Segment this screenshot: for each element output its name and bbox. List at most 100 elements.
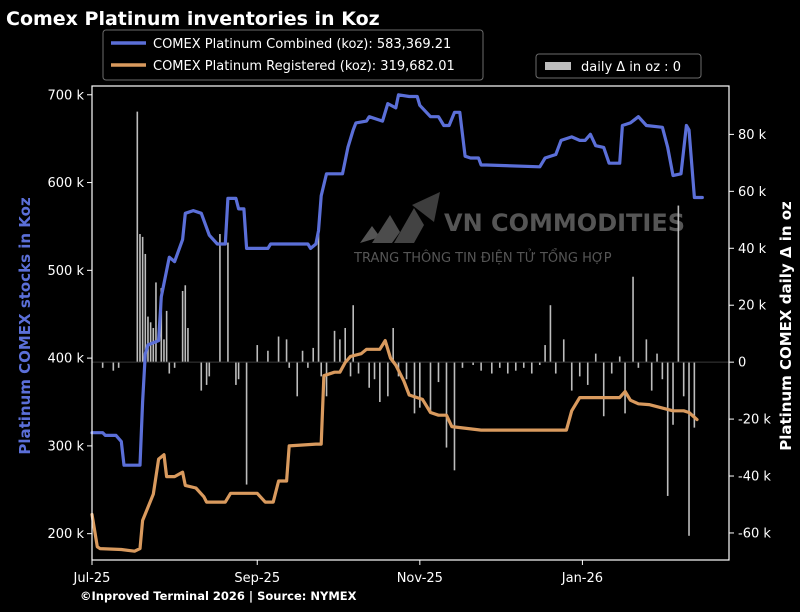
- right-axis: 80 k 60 k 40 k 20 k 0 -20 k -40 k -60 k: [729, 128, 771, 541]
- daily-delta-bar: [112, 362, 115, 371]
- x-tick-label: Sep-25: [234, 571, 280, 586]
- left-tick-label: 600 k: [48, 176, 85, 191]
- combined-series-line: [90, 93, 704, 467]
- daily-delta-bar: [379, 362, 381, 402]
- daily-delta-bar: [570, 362, 573, 391]
- daily-delta-bar: [187, 327, 189, 363]
- daily-delta-bar: [165, 310, 168, 363]
- daily-delta-bars: [101, 111, 696, 536]
- daily-delta-bar: [344, 327, 347, 363]
- daily-delta-bar: [632, 276, 634, 363]
- y-axis-left-label: Platinum COMEX stocks in Koz: [16, 197, 34, 455]
- daily-delta-bar: [205, 362, 208, 385]
- daily-delta-bar: [544, 345, 546, 363]
- daily-delta-bar: [387, 362, 389, 397]
- daily-delta-bar: [672, 362, 674, 425]
- daily-delta-bar: [429, 362, 432, 414]
- right-tick-label: 0: [738, 356, 746, 371]
- daily-delta-bar: [245, 362, 248, 485]
- registered-series-line: [90, 339, 699, 553]
- daily-delta-bar: [181, 290, 184, 363]
- daily-delta-bar: [173, 362, 176, 368]
- daily-delta-bar: [666, 362, 669, 496]
- daily-delta-bar: [307, 362, 309, 368]
- left-tick-label: 700 k: [48, 88, 85, 103]
- daily-delta-bar: [688, 362, 690, 536]
- daily-delta-bar: [136, 111, 139, 363]
- right-tick-label: 20 k: [738, 299, 767, 314]
- daily-delta-bar: [618, 356, 621, 363]
- daily-delta-bar: [602, 362, 605, 417]
- daily-delta-bar: [661, 362, 664, 380]
- daily-delta-bar: [144, 253, 147, 363]
- x-tick-label: Jul-25: [73, 571, 111, 586]
- daily-delta-bar: [101, 362, 104, 368]
- daily-delta-bar: [352, 305, 354, 363]
- legend-daily: daily Δ in oz : 0: [535, 53, 702, 79]
- daily-delta-bar: [637, 362, 640, 368]
- legend-label-daily: daily Δ in oz : 0: [581, 60, 681, 75]
- daily-delta-bar: [320, 362, 323, 377]
- daily-delta-bar: [208, 362, 211, 377]
- right-tick-label: -20 k: [738, 413, 771, 428]
- daily-delta-bar: [357, 362, 360, 374]
- daily-delta-bar: [152, 327, 155, 363]
- daily-delta-bar: [373, 362, 376, 380]
- legend-swatch-daily: [545, 62, 571, 70]
- legend: COMEX Platinum Combined (koz): 583,369.2…: [102, 29, 484, 81]
- legend-label-registered: COMEX Platinum Registered (koz): 319,682…: [153, 59, 455, 74]
- x-axis: Jul-25 Sep-25 Nov-25 Jan-26: [73, 560, 603, 586]
- daily-delta-bar: [296, 362, 299, 397]
- daily-delta-bar: [586, 362, 589, 385]
- watermark: VN COMMODITIES TRANG THÔNG TIN ĐIỆN TỬ T…: [353, 192, 685, 266]
- daily-delta-bar: [219, 234, 221, 363]
- chart-title: Comex Platinum inventories in Koz: [6, 8, 380, 30]
- daily-delta-bar: [312, 347, 315, 363]
- daily-delta-bar: [168, 362, 171, 374]
- footer-credit: ©Inproved Terminal 2026 | Source: NYMEX: [80, 589, 357, 603]
- watermark-tagline: TRANG THÔNG TIN ĐIỆN TỬ TỔNG HỢP: [353, 249, 612, 266]
- daily-delta-bar: [155, 282, 157, 363]
- daily-delta-bar: [301, 350, 304, 363]
- daily-delta-bar: [184, 285, 187, 363]
- daily-delta-bar: [419, 362, 421, 408]
- daily-delta-bar: [325, 362, 328, 397]
- daily-delta-bar: [147, 316, 149, 363]
- plot-frame: [91, 85, 730, 561]
- left-tick-label: 500 k: [48, 264, 85, 279]
- daily-delta-bar: [530, 362, 533, 374]
- left-tick-label: 200 k: [48, 527, 85, 542]
- daily-delta-bar: [163, 339, 165, 363]
- daily-delta-bar: [141, 236, 144, 363]
- x-tick-label: Jan-26: [561, 571, 603, 586]
- daily-delta-bar: [392, 327, 394, 363]
- daily-delta-bar: [514, 362, 517, 371]
- daily-delta-bar: [333, 330, 336, 363]
- daily-delta-bar: [645, 339, 648, 363]
- daily-delta-bar: [267, 350, 269, 363]
- daily-delta-bar: [349, 362, 352, 377]
- daily-delta-bar: [227, 242, 229, 363]
- daily-delta-bar: [498, 362, 501, 368]
- right-tick-label: -40 k: [738, 470, 771, 485]
- daily-delta-bar: [368, 362, 370, 388]
- daily-delta-bar: [624, 362, 626, 414]
- daily-delta-bar: [235, 362, 237, 385]
- x-tick-label: Nov-25: [397, 571, 443, 586]
- daily-delta-bar: [562, 339, 565, 363]
- plot-border: [91, 85, 730, 561]
- daily-delta-bar: [256, 345, 259, 363]
- daily-delta-bar: [656, 353, 658, 363]
- daily-delta-bar: [405, 362, 408, 380]
- daily-delta-bar: [677, 205, 680, 363]
- daily-delta-bar: [594, 353, 597, 363]
- watermark-brand: VN COMMODITIES: [444, 209, 685, 237]
- daily-delta-bar: [538, 362, 541, 365]
- daily-delta-bar: [317, 234, 320, 363]
- daily-delta-bar: [445, 362, 448, 448]
- right-tick-label: 40 k: [738, 242, 767, 257]
- series-lines: [90, 93, 704, 553]
- legend-box: [102, 29, 484, 81]
